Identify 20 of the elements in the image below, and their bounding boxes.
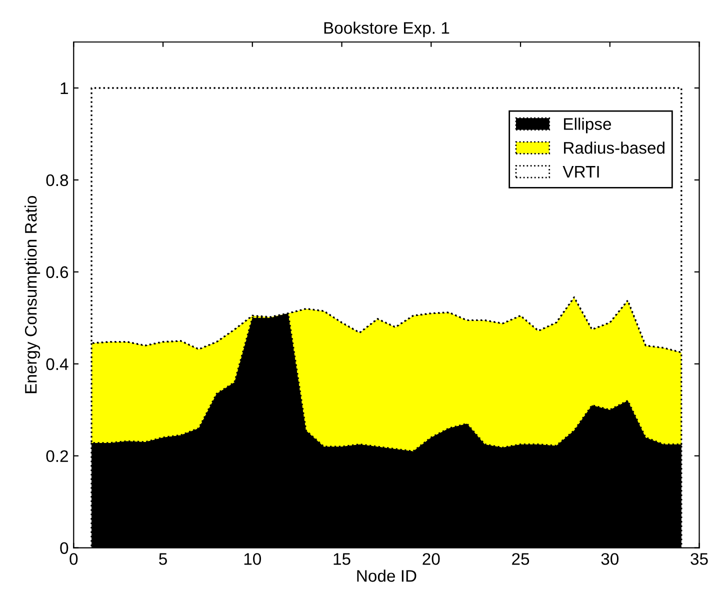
y-tick-label: 0 [60,542,68,554]
x-tick-label: 15 [334,553,350,565]
y-tick-label: 0.4 [46,358,68,370]
x-tick-label: 0 [70,553,78,565]
y-axis-title: Energy Consumption Ratio [24,196,40,394]
x-axis-title: Node ID [357,570,416,582]
y-tick-label: 1 [60,82,68,94]
y-tick-label: 0.8 [46,174,68,186]
x-tick-label: 35 [690,553,708,565]
legend-label: VRTI [562,166,599,178]
x-tick-label: 20 [422,553,440,565]
x-tick-label: 30 [601,553,619,565]
chart-title: Bookstore Exp. 1 [324,22,450,38]
legend-label: Radius-based [564,142,664,154]
legend-label: Ellipse [564,118,612,134]
y-tick-label: 0.6 [46,266,68,278]
x-tick-label: 10 [244,553,262,565]
x-tick-label: 25 [512,553,530,565]
y-tick-label: 0.2 [46,450,68,462]
x-tick-label: 5 [159,553,167,565]
